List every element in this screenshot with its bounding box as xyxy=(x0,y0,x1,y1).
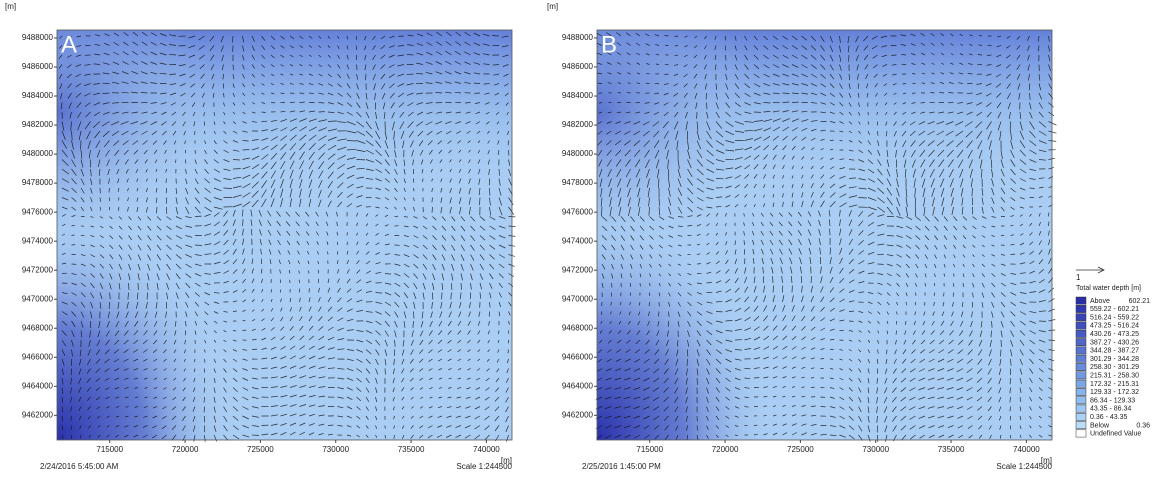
panel-label: B xyxy=(601,31,617,58)
y-tick-label: 9488000 xyxy=(22,33,54,42)
legend-label: 516.24 - 559.22 xyxy=(1090,314,1139,321)
legend-range: 0.36 xyxy=(1136,422,1150,429)
y-unit: [m] xyxy=(5,2,16,11)
legend-label: 473.25 - 516.24 xyxy=(1090,323,1139,330)
legend-label: 172.32 - 215.31 xyxy=(1090,381,1139,388)
legend-swatch xyxy=(1075,313,1087,322)
legend-swatch xyxy=(1075,412,1087,421)
x-tick-label: 730000 xyxy=(322,445,349,454)
x-tick-label: 720000 xyxy=(712,445,739,454)
y-tick-label: 9478000 xyxy=(22,178,54,187)
x-tick-label: 740000 xyxy=(1013,445,1040,454)
y-tick-label: 9470000 xyxy=(562,294,594,303)
legend-swatch xyxy=(1075,363,1087,371)
legend-swatch xyxy=(1075,305,1087,313)
y-tick-label: 9472000 xyxy=(562,265,594,274)
legend-label: 0.36 - 43.35 xyxy=(1090,414,1127,421)
depth-shading xyxy=(57,30,376,440)
y-tick-label: 9474000 xyxy=(22,236,54,245)
legend-label: Above xyxy=(1090,298,1110,305)
legend-swatch xyxy=(1075,329,1087,338)
map-scale: Scale 1:244500 xyxy=(996,462,1052,471)
plot-frame xyxy=(596,29,1053,441)
current-vectors xyxy=(595,32,1057,443)
legend-label: 430.26 - 473.25 xyxy=(1090,331,1139,338)
y-tick-label: 9478000 xyxy=(562,178,594,187)
y-tick-label: 9466000 xyxy=(562,352,594,361)
timestamp: 2/24/2016 5:45:00 AM xyxy=(40,462,119,471)
y-tick-label: 9482000 xyxy=(22,120,54,129)
legend-label: 86.34 - 129.33 xyxy=(1090,397,1135,404)
legend-swatch xyxy=(1075,354,1087,363)
legend-label: 215.31 - 258.30 xyxy=(1090,373,1139,380)
y-tick-label: 9462000 xyxy=(562,410,594,419)
reference-arrow-head xyxy=(1097,266,1105,274)
y-tick-label: 9488000 xyxy=(562,33,594,42)
legend-label: Below xyxy=(1090,422,1110,429)
plot-frame xyxy=(56,29,513,441)
depth-shading xyxy=(597,30,916,440)
y-tick-label: 9464000 xyxy=(562,381,594,390)
y-tick-label: 9466000 xyxy=(22,352,54,361)
y-tick-label: 9476000 xyxy=(562,207,594,216)
panel-label: A xyxy=(61,31,77,58)
y-tick-label: 9486000 xyxy=(562,62,594,71)
y-tick-label: 9486000 xyxy=(22,62,54,71)
legend-swatch xyxy=(1075,346,1087,355)
y-tick-label: 9482000 xyxy=(562,120,594,129)
legend-label: 129.33 - 172.32 xyxy=(1090,389,1139,396)
legend-label: 301.29 - 344.28 xyxy=(1090,356,1139,363)
y-tick-label: 9470000 xyxy=(22,294,54,303)
legend-swatch xyxy=(1075,388,1087,396)
x-unit: [m] xyxy=(1041,456,1052,465)
y-tick-label: 9480000 xyxy=(22,149,54,158)
legend-swatch xyxy=(1075,421,1087,430)
legend-label: 258.30 - 301.29 xyxy=(1090,364,1139,371)
legend-swatch xyxy=(1075,296,1087,305)
current-vectors xyxy=(58,31,516,442)
x-tick-label: 720000 xyxy=(172,445,199,454)
legend-range: 602.21 xyxy=(1129,298,1151,305)
reference-arrow-label: 1 xyxy=(1076,273,1081,282)
legend-swatch xyxy=(1075,396,1087,405)
y-tick-label: 9468000 xyxy=(562,323,594,332)
y-tick-label: 9476000 xyxy=(22,207,54,216)
legend-label: Undefined Value xyxy=(1090,431,1141,438)
y-tick-label: 9474000 xyxy=(562,236,594,245)
x-tick-label: 740000 xyxy=(473,445,500,454)
y-tick-label: 9468000 xyxy=(22,323,54,332)
y-tick-label: 9480000 xyxy=(562,149,594,158)
legend-title: Total water depth [m] xyxy=(1076,285,1141,292)
legend-swatch xyxy=(1075,404,1087,413)
map-panel xyxy=(56,29,516,442)
legend-label: 387.27 - 430.26 xyxy=(1090,339,1139,346)
legend-swatch xyxy=(1075,379,1087,388)
y-tick-label: 9484000 xyxy=(562,91,594,100)
legend-label: 344.28 - 387.27 xyxy=(1090,348,1139,355)
y-tick-label: 9462000 xyxy=(22,410,54,419)
x-tick-label: 735000 xyxy=(398,445,425,454)
map-panel xyxy=(595,29,1057,443)
y-tick-label: 9484000 xyxy=(22,91,54,100)
x-tick-label: 725000 xyxy=(247,445,274,454)
timestamp: 2/25/2016 1:45:00 PM xyxy=(582,462,661,471)
x-tick-label: 715000 xyxy=(96,445,123,454)
y-unit: [m] xyxy=(547,2,558,11)
legend-swatch xyxy=(1075,371,1087,380)
x-tick-label: 735000 xyxy=(938,445,965,454)
x-tick-label: 730000 xyxy=(862,445,889,454)
map-scale: Scale 1:244500 xyxy=(456,462,512,471)
x-unit: [m] xyxy=(501,456,512,465)
legend-swatch xyxy=(1075,429,1087,438)
y-tick-label: 9472000 xyxy=(22,265,54,274)
legend-swatch xyxy=(1075,338,1087,347)
legend-label: 559.22 - 602.21 xyxy=(1090,306,1139,313)
legend-label: 43.35 - 86.34 xyxy=(1090,406,1131,413)
legend-swatch xyxy=(1075,321,1087,330)
x-tick-label: 725000 xyxy=(787,445,814,454)
y-tick-label: 9464000 xyxy=(22,381,54,390)
x-tick-label: 715000 xyxy=(636,445,663,454)
